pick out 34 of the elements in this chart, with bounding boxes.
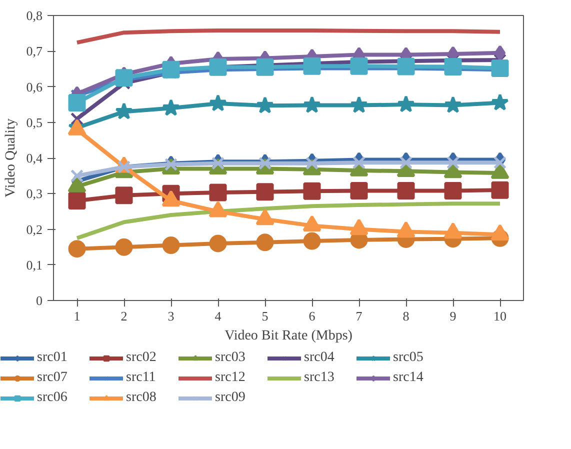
legend-label: src13: [304, 370, 336, 386]
x-tick-label: 3: [168, 308, 174, 324]
y-tick-label: 0,2: [26, 222, 42, 237]
y-tick-label: 0,3: [26, 186, 42, 202]
x-tick-label: 8: [402, 308, 410, 324]
y-tick-label: 0,8: [26, 8, 42, 23]
legend-label: src01: [37, 350, 68, 366]
legend-label: src12: [215, 370, 246, 386]
x-tick-label: 7: [356, 308, 363, 324]
y-axis-title: Video Quality: [3, 118, 18, 198]
legend-label: src09: [215, 390, 246, 406]
legend-label: src02: [126, 350, 158, 366]
x-tick-label: 1: [74, 308, 80, 324]
y-tick-label: 0,4: [26, 150, 43, 166]
x-tick-label: 4: [214, 308, 222, 324]
x-tick-label: 10: [494, 308, 506, 324]
x-axis-title: Video Bit Rate (Mbps): [224, 328, 353, 344]
legend-label: src05: [393, 350, 424, 366]
x-tick-label: 5: [262, 308, 268, 324]
x-tick-label: 9: [450, 308, 456, 324]
legend-label: src14: [393, 370, 424, 386]
x-tick-label: 2: [120, 308, 128, 324]
legend-label: src04: [304, 350, 336, 366]
y-tick-label: 0,5: [26, 114, 42, 130]
x-tick-label: 6: [308, 308, 316, 324]
legend-label: src06: [37, 390, 68, 406]
y-tick-label: 0,7: [26, 44, 43, 59]
legend-label: src11: [126, 370, 157, 386]
y-tick-label: 0,1: [26, 257, 42, 272]
legend-label: src07: [37, 370, 68, 386]
legend-label: src03: [215, 350, 246, 366]
y-tick-label: 0: [36, 293, 42, 308]
y-tick-label: 0,6: [26, 79, 43, 94]
legend-label: src08: [126, 390, 158, 406]
